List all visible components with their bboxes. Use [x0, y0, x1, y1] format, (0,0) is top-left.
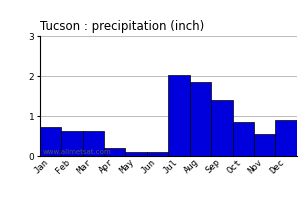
- Bar: [254, 134, 275, 156]
- Bar: [168, 75, 190, 156]
- Bar: [40, 127, 61, 156]
- Bar: [190, 82, 211, 156]
- Bar: [83, 131, 104, 156]
- Bar: [61, 131, 83, 156]
- Bar: [233, 122, 254, 156]
- Bar: [104, 148, 125, 156]
- Bar: [147, 152, 168, 156]
- Bar: [211, 100, 233, 156]
- Text: www.allmetsat.com: www.allmetsat.com: [42, 149, 111, 155]
- Bar: [275, 120, 297, 156]
- Bar: [125, 152, 147, 156]
- Text: Tucson : precipitation (inch): Tucson : precipitation (inch): [40, 20, 204, 33]
